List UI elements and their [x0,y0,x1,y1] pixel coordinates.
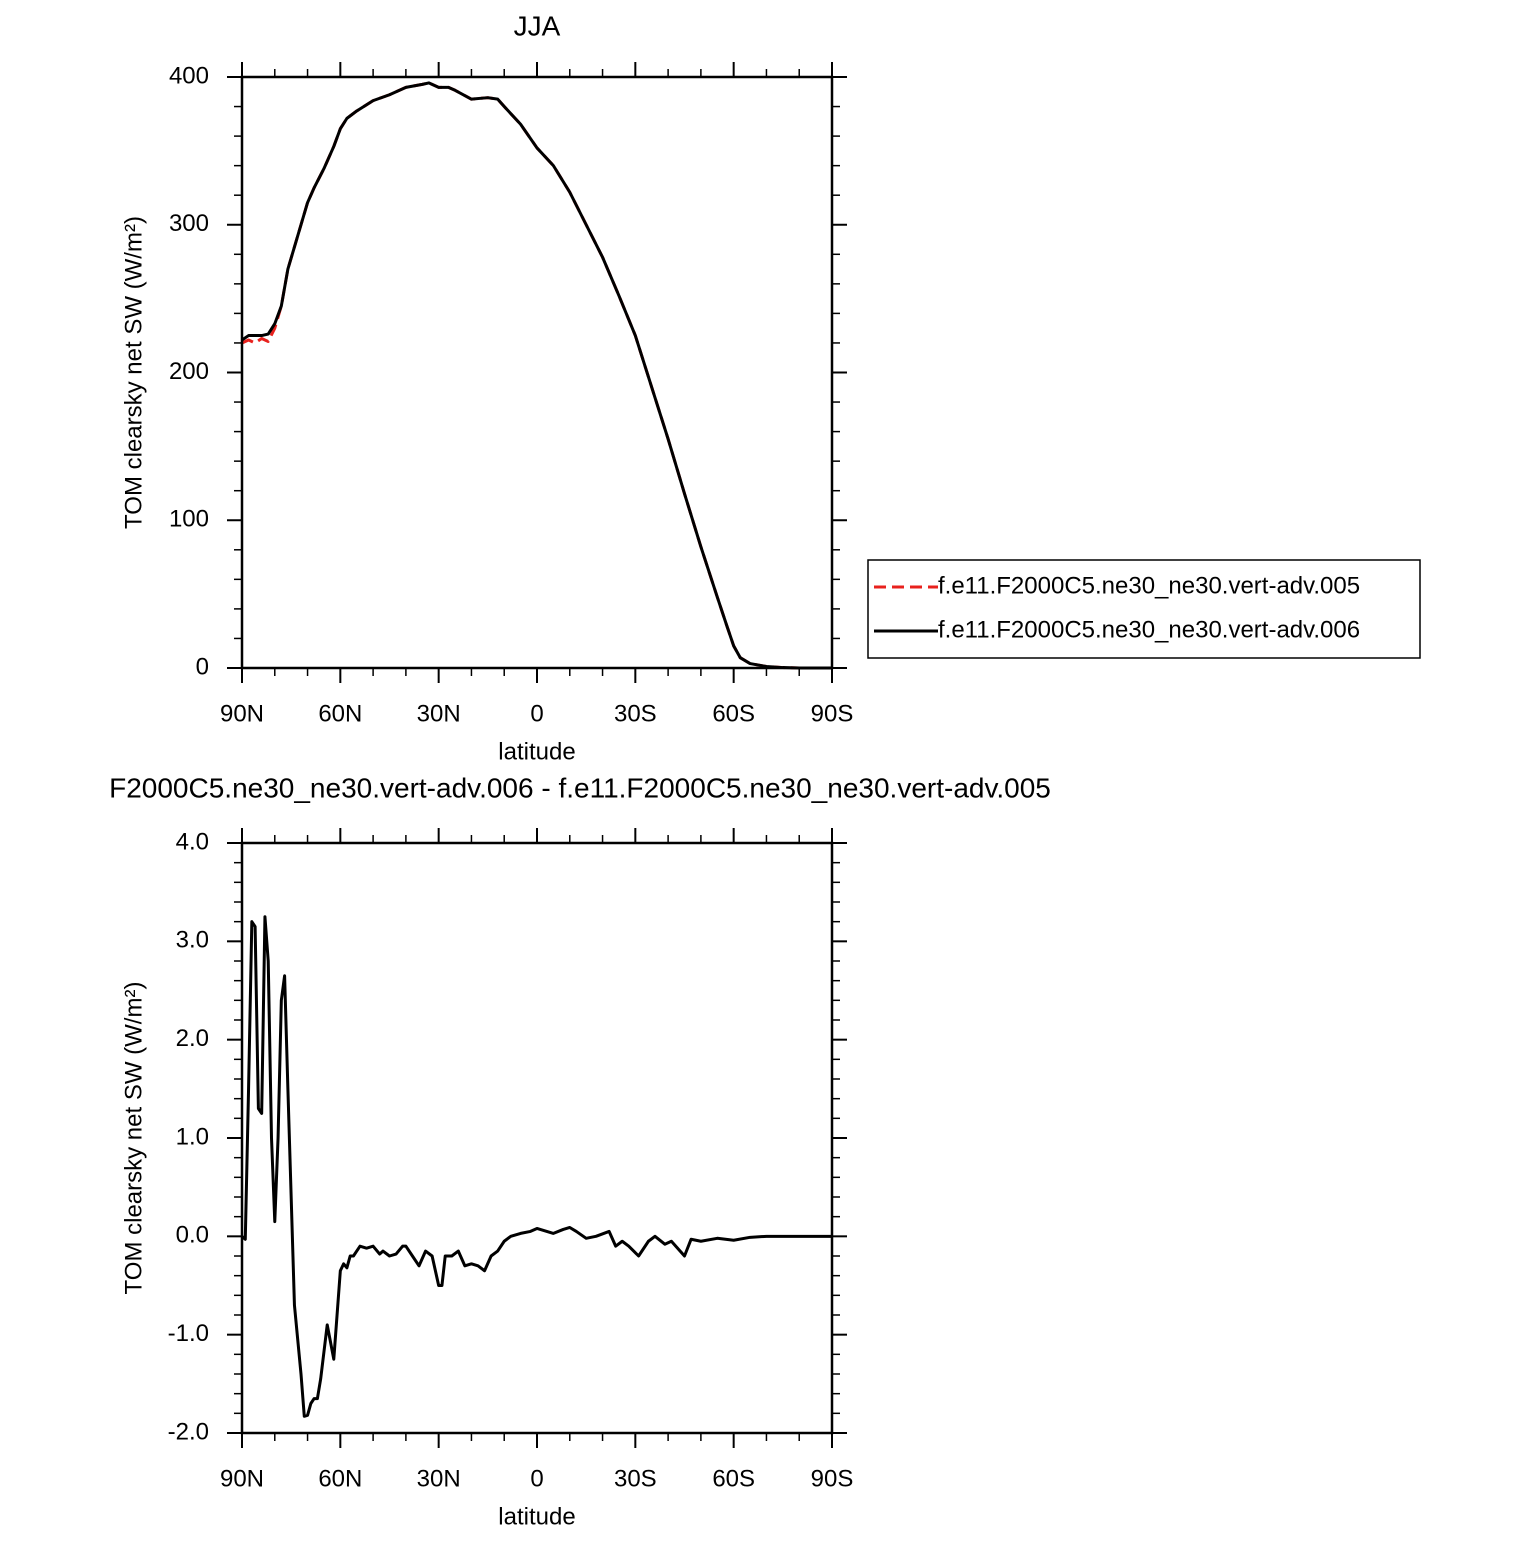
y-tick-label: 100 [169,506,209,533]
y-tick-label: 4.0 [176,828,209,855]
x-tick-label: 90N [220,700,264,727]
y-axis-label: TOM clearsky net SW (W/m²) [120,982,147,1295]
plot-frame [240,841,834,1435]
data-line [240,915,832,1418]
y-tick-label: -2.0 [168,1418,209,1445]
x-tick-label: 90S [811,1465,854,1492]
x-tick-label: 0 [530,700,543,727]
x-tick-label: 90S [811,700,854,727]
chart-title: JJA [514,10,561,41]
y-tick-label: 0 [196,653,209,680]
x-tick-label: 30S [614,700,657,727]
legend-label: f.e11.F2000C5.ne30_ne30.vert-adv.006 [938,616,1360,643]
y-tick-label: 200 [169,358,209,385]
y-axis-label: TOM clearsky net SW (W/m²) [120,216,147,529]
x-tick-label: 60N [318,700,362,727]
y-tick-label: 300 [169,210,209,237]
x-tick-label: 30N [417,700,461,727]
legend-box [867,559,1421,659]
x-tick-label: 90N [220,1465,264,1492]
x-tick-label: 0 [530,1465,543,1492]
y-tick-label: 2.0 [176,1025,209,1052]
y-tick-label: 400 [169,62,209,89]
x-tick-label: 30N [417,1465,461,1492]
y-tick-label: 1.0 [176,1123,209,1150]
y-tick-label: 3.0 [176,927,209,954]
data-line [241,81,832,670]
x-tick-label: 60S [712,700,755,727]
data-line [241,81,832,670]
y-tick-label: -1.0 [168,1320,209,1347]
x-tick-label: 60N [318,1465,362,1492]
x-tick-label: 60S [712,1465,755,1492]
x-axis-label: latitude [498,738,575,765]
plot-frame [240,75,834,670]
x-axis-label: latitude [498,1503,575,1530]
y-tick-label: 0.0 [176,1222,209,1249]
chart-title: F2000C5.ne30_ne30.vert-adv.006 - f.e11.F… [109,772,1051,803]
legend-label: f.e11.F2000C5.ne30_ne30.vert-adv.005 [938,572,1360,599]
x-tick-label: 30S [614,1465,657,1492]
